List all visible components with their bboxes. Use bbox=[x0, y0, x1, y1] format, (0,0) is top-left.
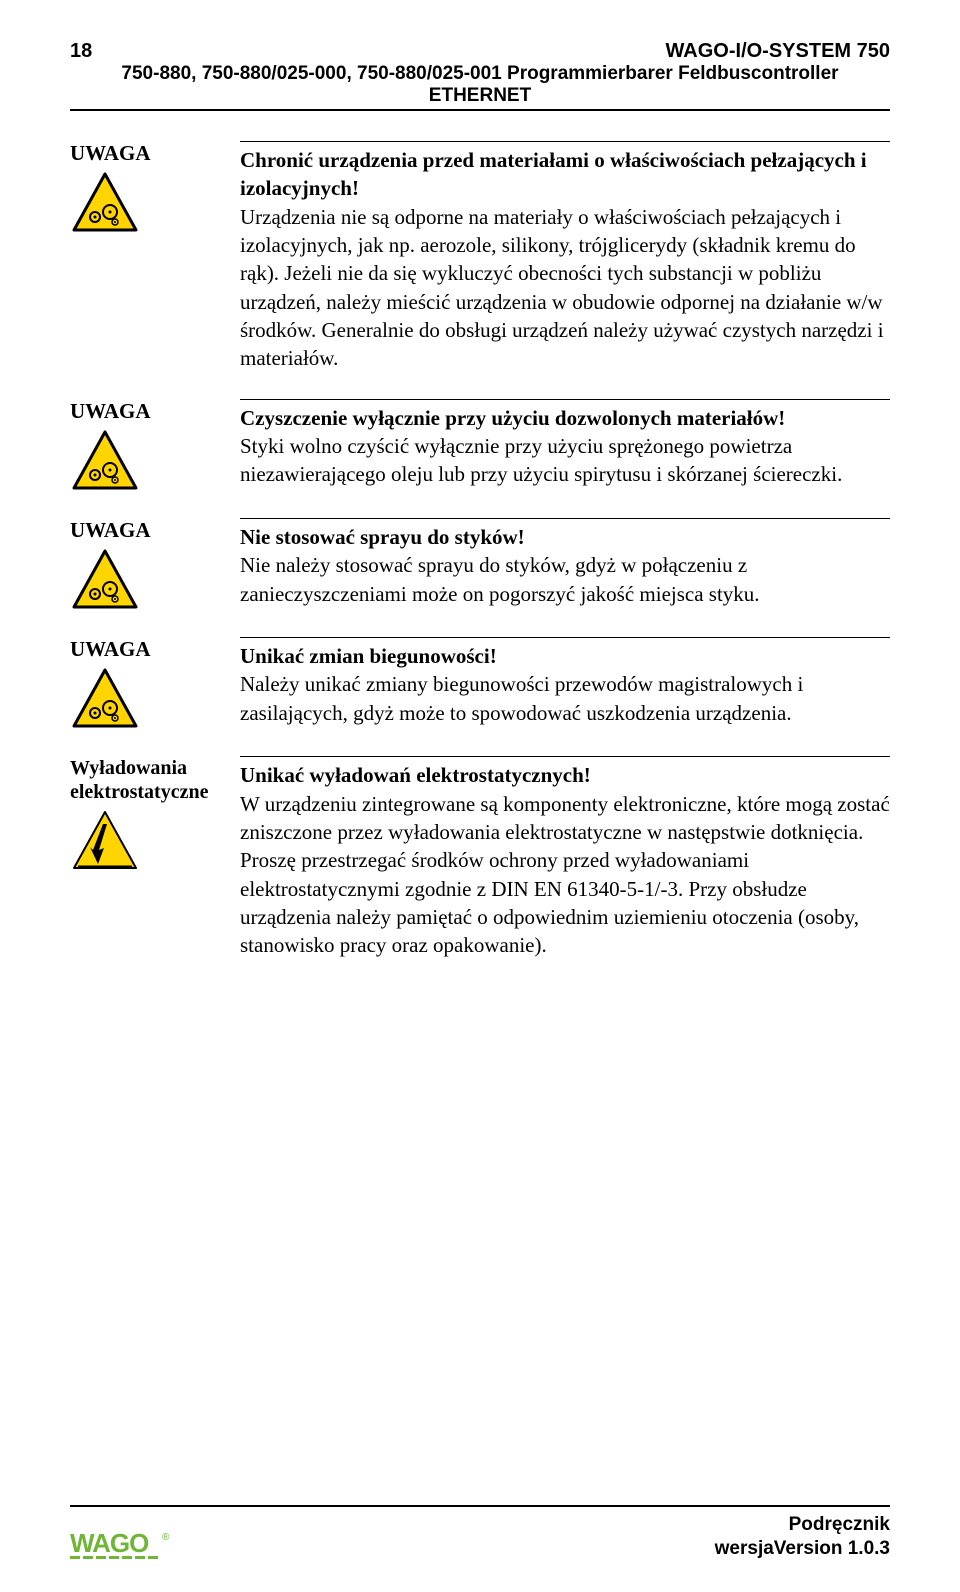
caution-icon bbox=[70, 172, 230, 234]
warning-body: Nie należy stosować sprayu do styków, gd… bbox=[240, 551, 890, 608]
footer-line1: Podręcznik bbox=[715, 1513, 890, 1538]
warning-block: UWAGA Unikać zmian biegunowości! bbox=[70, 637, 890, 730]
warning-block: Wyładowania elektrostatyczne Unikać wyła… bbox=[70, 756, 890, 959]
warning-text-col: Nie stosować sprayu do styków! Nie należ… bbox=[240, 518, 890, 608]
header-subtitle: 750-880, 750-880/025-000, 750-880/025-00… bbox=[70, 63, 890, 107]
warning-block: UWAGA Chronić urządzenia przed materia bbox=[70, 141, 890, 373]
footer-text: Podręcznik wersjaVersion 1.0.3 bbox=[715, 1513, 890, 1562]
caution-icon bbox=[70, 430, 230, 492]
warning-label: UWAGA bbox=[70, 399, 230, 424]
warning-label-col: UWAGA bbox=[70, 141, 240, 234]
svg-text:®: ® bbox=[162, 1532, 170, 1543]
warning-label: UWAGA bbox=[70, 141, 230, 166]
warning-body: Urządzenia nie są odporne na materiały o… bbox=[240, 203, 890, 373]
warning-label-col: UWAGA bbox=[70, 518, 240, 611]
warning-body: W urządzeniu zintegrowane są komponenty … bbox=[240, 790, 890, 960]
divider bbox=[240, 399, 890, 400]
warning-body: Należy unikać zmiany biegunowości przewo… bbox=[240, 670, 890, 727]
warning-text-col: Unikać zmian biegunowości! Należy unikać… bbox=[240, 637, 890, 727]
system-title: WAGO-I/O-SYSTEM 750 bbox=[666, 40, 890, 63]
warning-text-col: Unikać wyładowań elektrostatycznych! W u… bbox=[240, 756, 890, 959]
warning-label: Wyładowania elektrostatyczne bbox=[70, 756, 230, 804]
warning-title: Unikać zmian biegunowości! bbox=[240, 644, 497, 668]
page-number: 18 bbox=[70, 40, 92, 63]
warning-title: Unikać wyładowań elektrostatycznych! bbox=[240, 763, 591, 787]
caution-icon bbox=[70, 549, 230, 611]
warning-label-col: Wyładowania elektrostatyczne bbox=[70, 756, 240, 872]
esd-icon bbox=[70, 810, 230, 872]
svg-text:WAGO: WAGO bbox=[70, 1528, 149, 1558]
warning-block: UWAGA Nie stosować sprayu do styków! bbox=[70, 518, 890, 611]
header-top-row: 18 WAGO-I/O-SYSTEM 750 bbox=[70, 40, 890, 63]
warning-text-col: Czyszczenie wyłącznie przy użyciu dozwol… bbox=[240, 399, 890, 489]
divider bbox=[240, 518, 890, 519]
divider bbox=[240, 141, 890, 142]
warning-text-col: Chronić urządzenia przed materiałami o w… bbox=[240, 141, 890, 373]
page-header: 18 WAGO-I/O-SYSTEM 750 750-880, 750-880/… bbox=[70, 40, 890, 111]
wago-logo: WAGO ® bbox=[70, 1528, 190, 1562]
warning-title: Nie stosować sprayu do styków! bbox=[240, 525, 525, 549]
footer-line2: wersjaVersion 1.0.3 bbox=[715, 1537, 890, 1562]
warning-title: Czyszczenie wyłącznie przy użyciu dozwol… bbox=[240, 406, 785, 430]
warning-title: Chronić urządzenia przed materiałami o w… bbox=[240, 148, 867, 200]
warning-label-col: UWAGA bbox=[70, 399, 240, 492]
warning-body: Styki wolno czyścić wyłącznie przy użyci… bbox=[240, 432, 890, 489]
warning-label: UWAGA bbox=[70, 637, 230, 662]
document-page: 18 WAGO-I/O-SYSTEM 750 750-880, 750-880/… bbox=[0, 0, 960, 1592]
warning-label: UWAGA bbox=[70, 518, 230, 543]
warning-label-col: UWAGA bbox=[70, 637, 240, 730]
content-area: UWAGA Chronić urządzenia przed materia bbox=[70, 141, 890, 960]
page-footer: WAGO ® Podręcznik wersjaVersion 1.0.3 bbox=[70, 1505, 890, 1562]
caution-icon bbox=[70, 668, 230, 730]
divider bbox=[240, 756, 890, 757]
divider bbox=[240, 637, 890, 638]
warning-block: UWAGA Czyszczenie wyłącznie przy użyci bbox=[70, 399, 890, 492]
